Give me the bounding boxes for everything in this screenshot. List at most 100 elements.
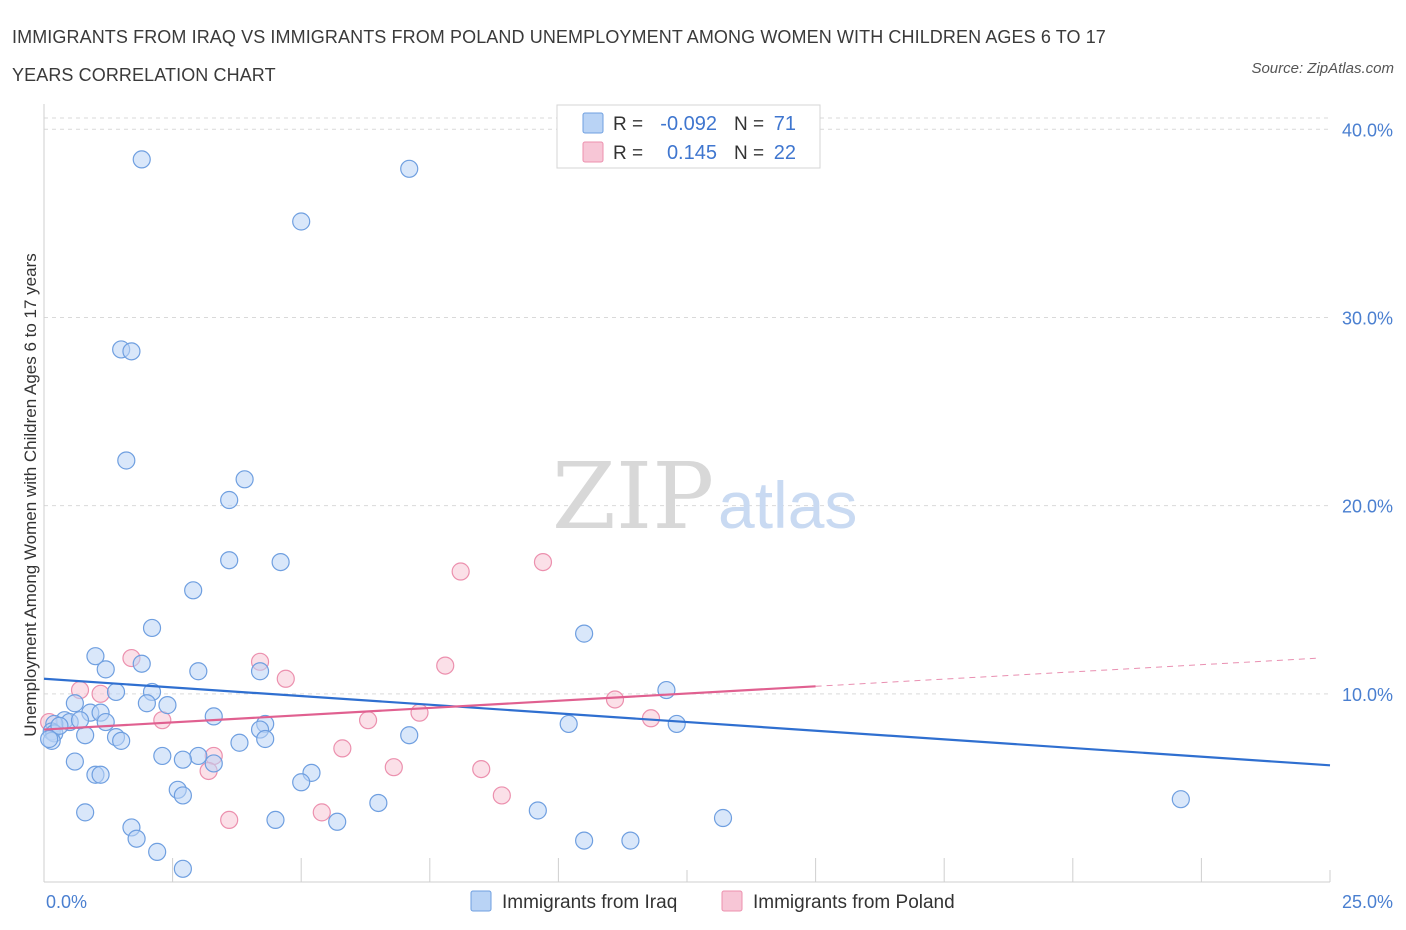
- y-axis-title: Unemployment Among Women with Children A…: [21, 253, 40, 737]
- watermark-atlas: atlas: [718, 468, 857, 542]
- iraq-point-31: [559, 714, 578, 734]
- poland-point-11: [358, 711, 378, 730]
- iraq-point-8: [220, 551, 239, 570]
- iraq-point-48: [65, 752, 84, 771]
- iraq-point-45: [153, 746, 172, 766]
- iraq-point-7: [220, 490, 239, 510]
- iraq-point-11: [142, 618, 162, 638]
- legend-swatch-poland: [582, 141, 604, 163]
- iraq-point-40: [256, 729, 275, 749]
- iraq-point-39: [400, 726, 419, 745]
- poland-point-9: [410, 703, 429, 722]
- iraq-point-15: [132, 654, 151, 673]
- iraq-point-21: [65, 694, 84, 713]
- poland-point-0: [533, 552, 553, 572]
- iraq-point-23: [158, 696, 177, 715]
- iraq-point-47: [204, 754, 223, 773]
- legend-r-label-poland: R =: [613, 143, 643, 164]
- poland-point-21: [220, 810, 239, 830]
- tick-labels: 10.0% 20.0% 30.0% 40.0% 0.0% 25.0%: [46, 120, 1393, 912]
- poland-point-4: [436, 656, 455, 675]
- stats-legend: R = -0.092 N = 71 R = 0.145 N = 22: [556, 104, 821, 169]
- legend-r-label-iraq: R =: [613, 114, 643, 135]
- iraq-point-13: [86, 647, 105, 666]
- iraq-point-55: [369, 793, 388, 813]
- legend-n-value-poland: 22: [774, 142, 796, 164]
- iraq-point-41: [112, 731, 131, 750]
- iraq-point-1: [400, 159, 419, 178]
- iraq-point-56: [1171, 790, 1190, 809]
- legend-n-label-poland: N =: [734, 143, 764, 164]
- iraq-point-36: [76, 726, 95, 745]
- iraq-point-2: [292, 212, 311, 231]
- iraq-point-54: [173, 786, 192, 805]
- iraq-trend-line: [43, 677, 1331, 767]
- iraq-point-26: [204, 707, 223, 726]
- axes: [43, 104, 1331, 883]
- x-tick-label-1: 25.0%: [1342, 892, 1393, 912]
- poland-point-19: [492, 786, 511, 805]
- trend-lines: [43, 657, 1331, 767]
- iraq-point-67: [173, 859, 192, 878]
- iraq-point-68: [50, 716, 69, 735]
- poland-point-17: [472, 759, 491, 779]
- watermark-zip: ZIP: [552, 443, 714, 550]
- x-tick-label-0: 0.0%: [46, 892, 87, 912]
- iraq-point-58: [528, 801, 547, 820]
- y-tick-label-1: 20.0%: [1342, 497, 1393, 517]
- y-tick-label-2: 30.0%: [1342, 308, 1393, 328]
- iraq-point-64: [575, 831, 594, 850]
- iraq-point-66: [148, 842, 167, 861]
- iraq-point-50: [91, 765, 110, 784]
- iraq-point-60: [266, 810, 285, 830]
- iraq-point-30: [96, 712, 115, 732]
- series-legend-label-iraq: Immigrants from Iraq: [502, 892, 677, 913]
- iraq-point-9: [271, 552, 290, 572]
- iraq-point-22: [137, 694, 156, 713]
- poland-point-12: [153, 711, 172, 730]
- legend-swatch-iraq: [582, 112, 604, 134]
- iraq-point-0: [132, 150, 151, 169]
- y-tick-label-0: 10.0%: [1342, 685, 1393, 705]
- legend-r-value-iraq: -0.092: [660, 113, 717, 135]
- poland-point-20: [312, 803, 331, 822]
- series-legend: Immigrants from Iraq Immigrants from Pol…: [470, 890, 955, 913]
- iraq-point-57: [76, 803, 95, 822]
- iraq-point-42: [230, 733, 249, 752]
- iraq-point-70: [40, 729, 59, 749]
- y-tick-label-3: 40.0%: [1342, 120, 1393, 140]
- poland-point-1: [451, 562, 470, 581]
- iraq-point-46: [173, 750, 192, 769]
- legend-r-value-poland: 0.145: [667, 142, 717, 164]
- iraq-point-12: [575, 624, 594, 643]
- iraq-point-61: [328, 812, 347, 831]
- poland-point-5: [276, 669, 295, 688]
- series-legend-swatch-poland: [721, 890, 743, 912]
- poland-point-8: [605, 690, 625, 709]
- legend-n-label-iraq: N =: [734, 114, 764, 135]
- legend-n-value-iraq: 71: [774, 113, 796, 135]
- iraq-point-14: [96, 660, 115, 679]
- iraq-point-20: [106, 682, 126, 702]
- iraq-point-6: [235, 470, 254, 489]
- iraq-point-65: [621, 831, 640, 850]
- iraq-point-32: [667, 714, 686, 734]
- series-legend-swatch-iraq: [470, 890, 492, 912]
- iraq-point-59: [713, 808, 733, 828]
- grid-lines: [44, 117, 1330, 695]
- iraq-point-17: [250, 662, 270, 681]
- poland-trend-extension: [815, 657, 1320, 687]
- chart-title: IMMIGRANTS FROM IRAQ VS IMMIGRANTS FROM …: [12, 27, 1106, 85]
- iraq-point-44: [189, 746, 208, 766]
- iraq-point-4: [122, 342, 141, 361]
- iraq-point-69: [70, 711, 90, 730]
- iraq-point-5: [117, 451, 136, 470]
- iraq-point-16: [189, 662, 208, 681]
- series-legend-label-poland: Immigrants from Poland: [753, 892, 955, 913]
- source-credit: Source: ZipAtlas.com: [1251, 60, 1394, 77]
- poland-point-16: [384, 758, 403, 777]
- poland-point-7: [91, 684, 110, 703]
- poland-trend-line: [43, 685, 816, 731]
- iraq-point-10: [184, 581, 203, 600]
